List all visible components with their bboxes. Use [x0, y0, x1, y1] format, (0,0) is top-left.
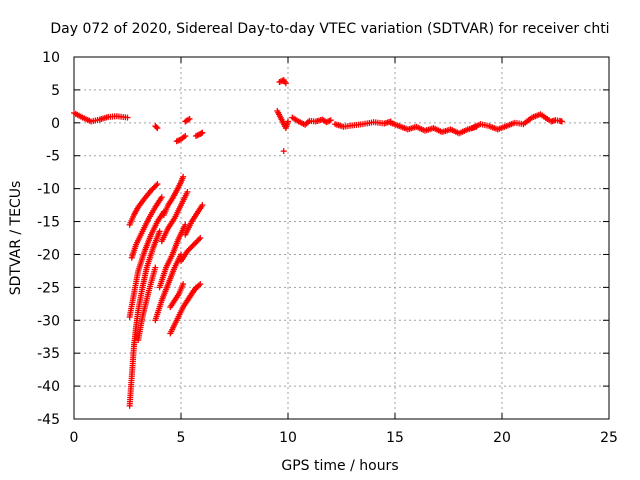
y-tick-label: -35 — [37, 346, 60, 362]
x-axis-label: GPS time / hours — [281, 458, 398, 474]
data-point — [195, 282, 202, 289]
data-point — [153, 182, 160, 189]
data-point — [180, 281, 187, 288]
data-point — [158, 194, 165, 201]
y-tick-label: 10 — [42, 50, 60, 66]
data-point — [327, 117, 334, 124]
x-tick-label: 25 — [600, 430, 618, 446]
data-point — [184, 188, 191, 195]
y-tick-label: -45 — [37, 412, 60, 428]
data-point — [153, 124, 160, 131]
y-tick-label: -30 — [37, 313, 60, 329]
x-tick-label: 5 — [177, 430, 186, 446]
y-tick-label: -40 — [37, 379, 60, 395]
data-point — [197, 281, 204, 288]
data-point — [124, 114, 131, 121]
chart-title: Day 072 of 2020, Sidereal Day-to-day VTE… — [50, 21, 609, 37]
tick-labels: 0 5 10 15 20 25 10 5 0 -5 -10 -15 -20 -25 -30 -35 -40 -45 — [37, 50, 618, 446]
data-point — [154, 181, 161, 188]
data-point — [154, 125, 161, 132]
data-point — [199, 129, 206, 136]
plot-frame — [73, 56, 610, 420]
y-tick-label: -20 — [37, 247, 60, 263]
axis-ticks — [73, 56, 610, 420]
y-tick-label: 0 — [51, 116, 60, 132]
data-point — [285, 118, 291, 125]
data-point — [282, 80, 289, 87]
x-tick-label: 0 — [70, 430, 79, 446]
data-point — [195, 236, 202, 243]
data-point — [324, 118, 331, 125]
data-point — [152, 264, 159, 271]
data-points — [71, 77, 565, 409]
data-point — [180, 173, 187, 180]
data-point — [199, 202, 206, 209]
y-tick-label: 5 — [51, 83, 60, 99]
data-point — [182, 132, 189, 139]
data-point — [197, 235, 204, 241]
y-tick-label: -25 — [37, 280, 60, 296]
y-tick-label: -5 — [46, 149, 60, 165]
data-point — [280, 148, 287, 155]
grid-lines — [74, 57, 609, 419]
data-point — [156, 228, 163, 235]
x-tick-label: 15 — [386, 430, 404, 446]
data-point — [326, 117, 333, 124]
data-point — [198, 130, 205, 137]
x-tick-label: 20 — [493, 430, 511, 446]
data-point — [558, 118, 565, 125]
y-tick-label: -10 — [37, 182, 60, 198]
y-tick-label: -15 — [37, 215, 60, 231]
x-tick-label: 10 — [279, 430, 297, 446]
data-point — [186, 115, 193, 122]
y-axis-label: SDTVAR / TECUs — [8, 181, 24, 296]
